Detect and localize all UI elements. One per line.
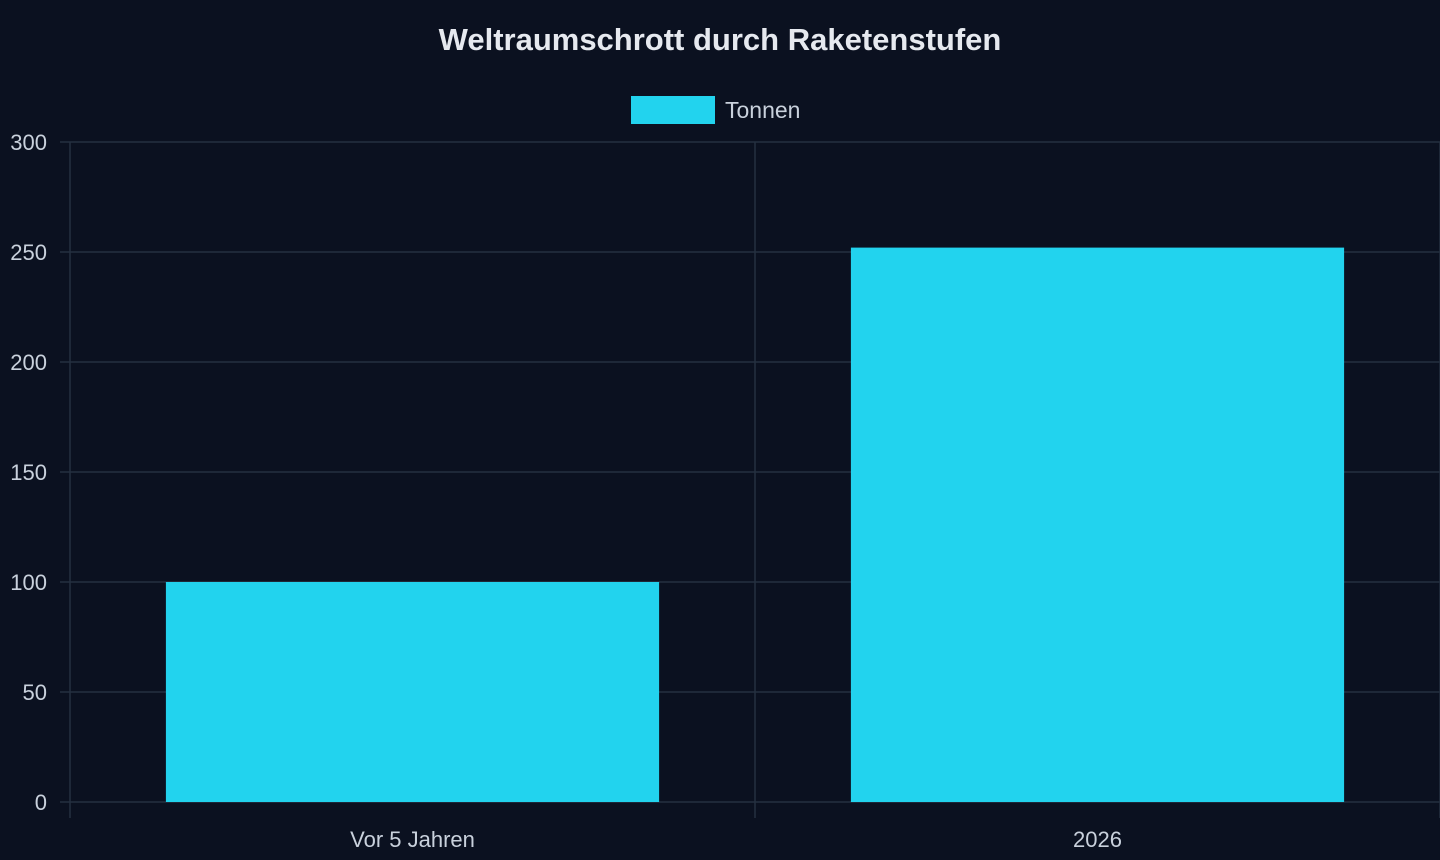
legend: Tonnen: [631, 96, 800, 124]
y-tick-label: 200: [10, 350, 47, 375]
bar: [850, 247, 1345, 803]
y-tick-label: 50: [23, 680, 47, 705]
y-tick-label: 250: [10, 240, 47, 265]
x-axis: Vor 5 Jahren 2026: [350, 827, 1122, 852]
legend-label: Tonnen: [725, 97, 800, 123]
y-tick-label: 300: [10, 130, 47, 155]
x-tick-label: 2026: [1073, 827, 1122, 852]
bars: [165, 247, 1345, 803]
legend-swatch: [631, 96, 715, 124]
y-tick-label: 150: [10, 460, 47, 485]
bar: [165, 582, 660, 802]
chart-title: Weltraumschrott durch Raketenstufen: [439, 22, 1002, 57]
y-tick-label: 0: [35, 790, 47, 815]
y-tick-label: 100: [10, 570, 47, 595]
y-axis: 0 50 100 150 200 250 300: [10, 130, 47, 815]
x-tick-label: Vor 5 Jahren: [350, 827, 475, 852]
